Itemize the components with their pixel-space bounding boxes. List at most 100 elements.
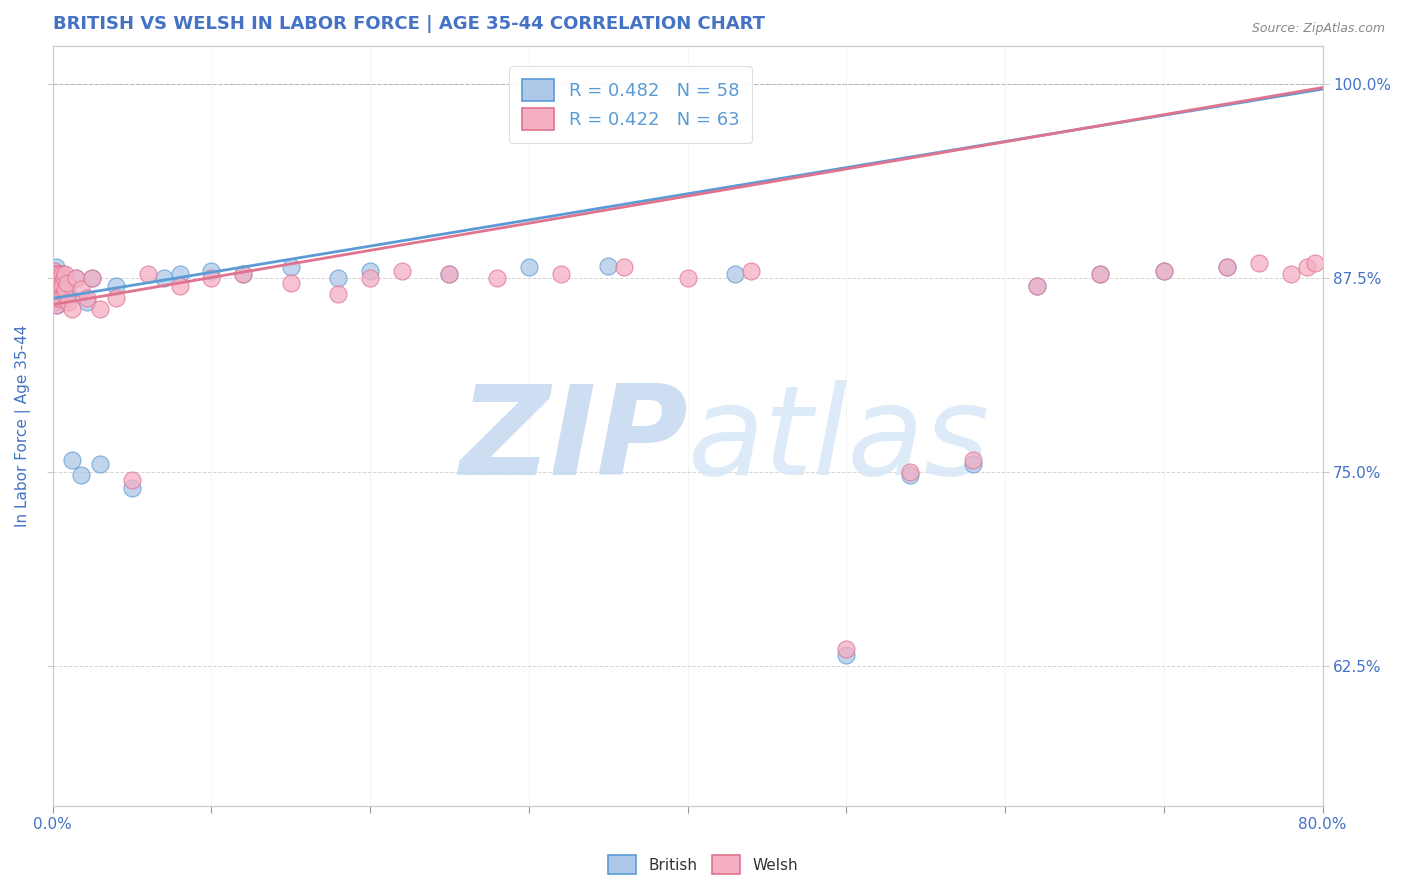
Point [1025, 279, 1047, 293]
Point [740, 263, 762, 277]
Point [76, 292, 98, 306]
Point [328, 271, 350, 285]
Point [517, 260, 540, 275]
Point [105, 279, 128, 293]
Point [56, 279, 79, 293]
Point [45, 294, 67, 309]
Point [46, 282, 69, 296]
Point [48, 286, 70, 301]
Point [200, 263, 222, 277]
Point [1153, 263, 1175, 277]
Point [962, 458, 984, 472]
Point [121, 473, 143, 487]
Point [42, 276, 65, 290]
Point [1279, 267, 1302, 281]
Point [48, 282, 70, 296]
Text: atlas: atlas [688, 380, 990, 501]
Point [42, 271, 65, 285]
Point [1295, 260, 1317, 275]
Point [898, 468, 921, 483]
Point [42, 263, 65, 277]
Point [42, 267, 65, 281]
Point [60, 302, 83, 317]
Point [1216, 260, 1239, 275]
Point [45, 279, 67, 293]
Point [835, 648, 858, 662]
Point [1249, 256, 1271, 270]
Point [49, 279, 72, 293]
Point [486, 271, 509, 285]
Point [49, 292, 72, 306]
Point [46, 292, 69, 306]
Legend: British, Welsh: British, Welsh [602, 849, 804, 880]
Point [598, 259, 620, 273]
Point [169, 279, 191, 293]
Point [53, 271, 76, 285]
Point [58, 286, 80, 301]
Point [89, 302, 111, 317]
Point [1303, 256, 1326, 270]
Point [70, 468, 93, 483]
Point [1025, 279, 1047, 293]
Point [200, 271, 222, 285]
Point [42, 263, 65, 277]
Point [121, 481, 143, 495]
Point [48, 286, 70, 301]
Point [45, 276, 67, 290]
Point [724, 267, 747, 281]
Point [49, 292, 72, 306]
Point [52, 286, 75, 301]
Point [42, 294, 65, 309]
Point [82, 271, 104, 285]
Point [42, 286, 65, 301]
Text: Source: ZipAtlas.com: Source: ZipAtlas.com [1251, 22, 1385, 36]
Point [45, 274, 67, 288]
Point [46, 292, 69, 306]
Point [53, 282, 76, 296]
Point [53, 292, 76, 306]
Point [1216, 260, 1239, 275]
Point [42, 282, 65, 296]
Point [51, 282, 73, 296]
Text: ZIP: ZIP [458, 380, 688, 501]
Point [962, 452, 984, 467]
Point [105, 292, 128, 306]
Point [835, 642, 858, 657]
Point [49, 279, 72, 293]
Point [328, 286, 350, 301]
Point [45, 286, 67, 301]
Point [48, 276, 70, 290]
Point [46, 271, 69, 285]
Point [48, 267, 70, 281]
Point [232, 267, 254, 281]
Point [359, 271, 381, 285]
Point [51, 267, 73, 281]
Point [45, 284, 67, 298]
Point [359, 263, 381, 277]
Point [46, 267, 69, 281]
Point [280, 276, 302, 290]
Point [46, 279, 69, 293]
Point [169, 267, 191, 281]
Point [136, 267, 159, 281]
Point [51, 279, 73, 293]
Point [42, 276, 65, 290]
Point [232, 267, 254, 281]
Point [65, 271, 87, 285]
Text: BRITISH VS WELSH IN LABOR FORCE | AGE 35-44 CORRELATION CHART: BRITISH VS WELSH IN LABOR FORCE | AGE 35… [52, 15, 765, 33]
Point [46, 298, 69, 312]
Point [898, 465, 921, 479]
Point [48, 267, 70, 281]
Point [46, 279, 69, 293]
Point [52, 286, 75, 301]
Point [89, 458, 111, 472]
Point [613, 260, 636, 275]
Point [42, 271, 65, 285]
Point [550, 267, 572, 281]
Point [45, 260, 67, 275]
Point [46, 271, 69, 285]
Y-axis label: In Labor Force | Age 35-44: In Labor Force | Age 35-44 [15, 325, 31, 527]
Point [1090, 267, 1112, 281]
Point [70, 282, 93, 296]
Point [42, 280, 65, 294]
